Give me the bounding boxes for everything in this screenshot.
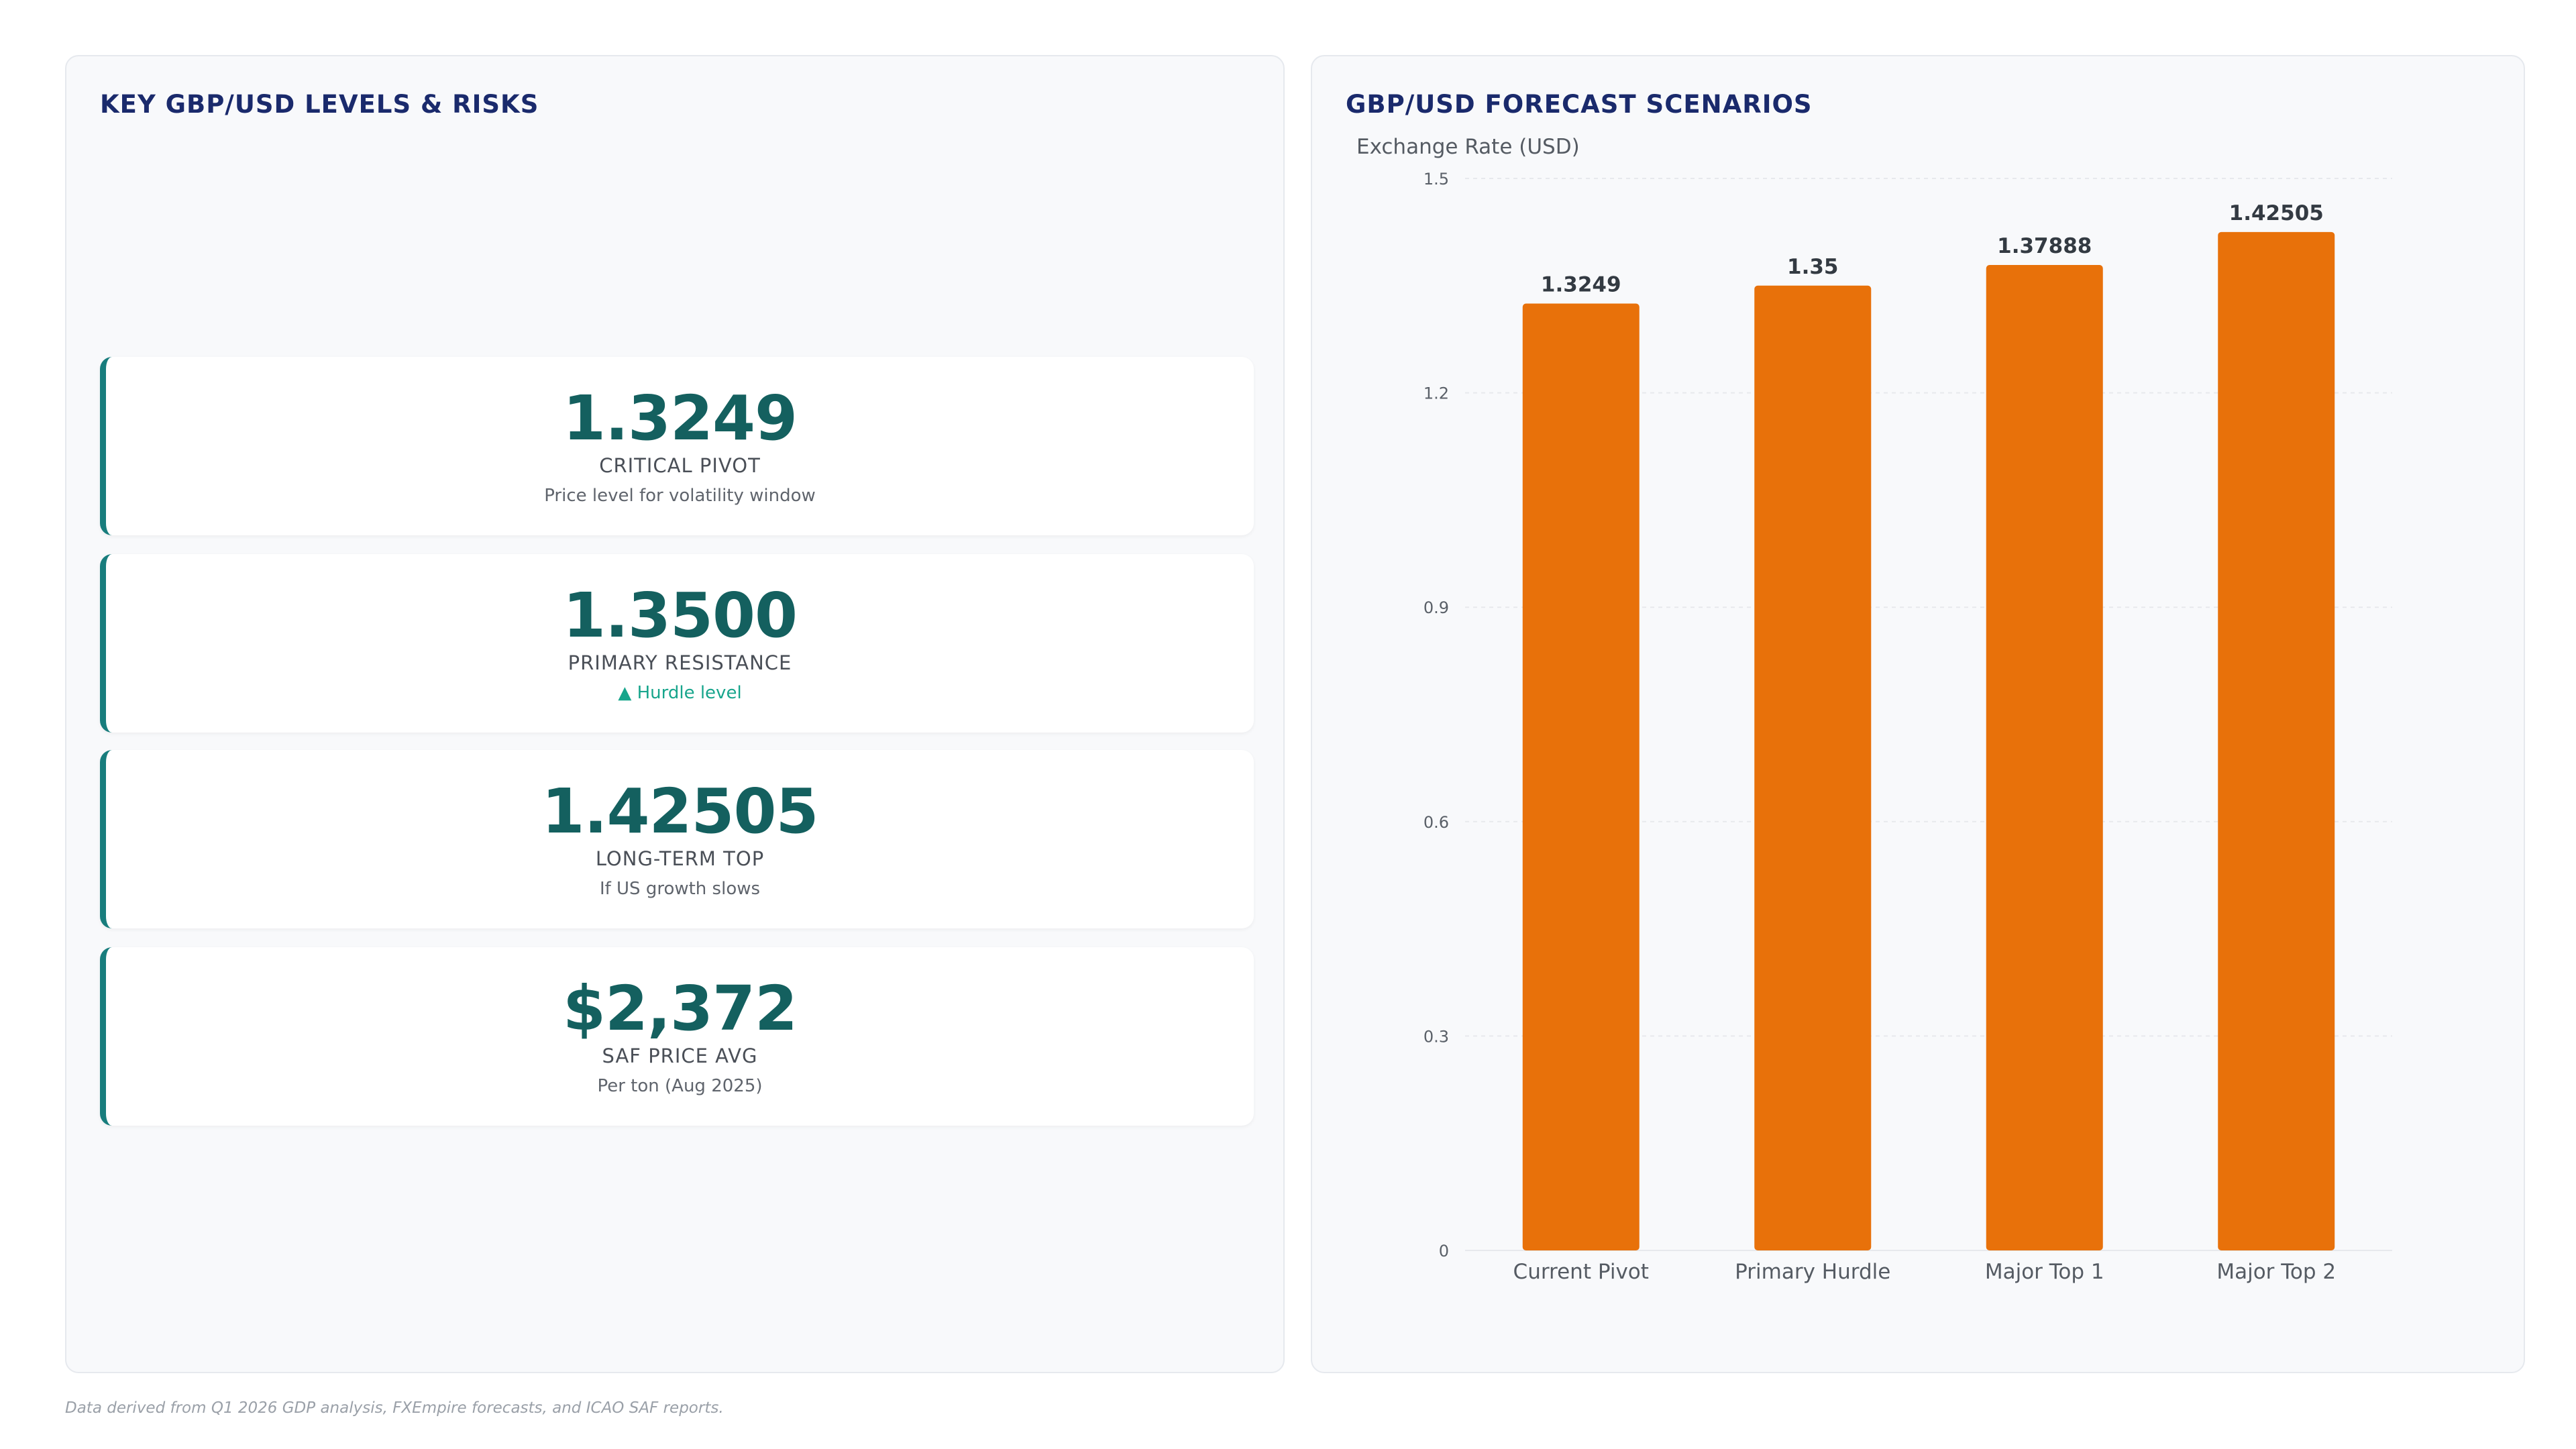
metric-value: $2,372 (562, 973, 798, 1044)
bar (1754, 285, 1872, 1250)
metric-card-long-term-top: 1.42505 LONG-TERM TOP If US growth slows (100, 750, 1254, 928)
y-tick-label: 0.3 (1424, 1027, 1449, 1046)
metric-sub: Price level for volatility window (544, 486, 816, 506)
y-tick-label: 1.5 (1424, 170, 1449, 189)
forecast-bar-chart: Exchange Rate (USD) 0 0.3 0.6 0.9 1.2 1.5 1.324… (1356, 135, 2392, 1284)
y-tick-label: 0 (1439, 1242, 1449, 1260)
metric-card-saf-price: $2,372 SAF PRICE AVG Per ton (Aug 2025) (100, 947, 1254, 1126)
key-levels-title: KEY GBP/USD LEVELS & RISKS (100, 90, 539, 119)
source-footnote: Data derived from Q1 2026 GDP analysis, … (65, 1399, 724, 1417)
x-tick-label: Primary Hurdle (1735, 1260, 1890, 1284)
y-tick-label: 0.9 (1424, 598, 1449, 617)
metric-sub: If US growth slows (599, 879, 761, 899)
metric-sub: Per ton (Aug 2025) (597, 1076, 763, 1096)
bar-value-label: 1.42505 (2229, 201, 2324, 225)
x-tick-label: Major Top 1 (1985, 1260, 2104, 1284)
bar-value-label: 1.35 (1787, 255, 1839, 279)
y-tick-label: 1.2 (1424, 384, 1449, 403)
metric-label: PRIMARY RESISTANCE (568, 651, 792, 674)
metric-label: SAF PRICE AVG (602, 1044, 758, 1067)
metric-label: LONG-TERM TOP (595, 847, 765, 870)
bar-value-label: 1.37888 (1997, 234, 2092, 258)
metric-card-primary-resistance: 1.3500 PRIMARY RESISTANCE ▲ Hurdle level (100, 554, 1254, 733)
x-tick-label: Major Top 2 (2216, 1260, 2336, 1284)
forecast-panel: GBP/USD FORECAST SCENARIOS Exchange Rate… (1311, 55, 2525, 1373)
metric-value: 1.42505 (541, 775, 818, 847)
metric-value: 1.3249 (562, 382, 798, 454)
x-tick-label: Current Pivot (1513, 1260, 1649, 1284)
metric-label: CRITICAL PIVOT (599, 454, 761, 477)
bar (1522, 303, 1640, 1251)
metric-value: 1.3500 (562, 580, 798, 651)
metric-sub-hurdle: ▲ Hurdle level (618, 683, 742, 703)
bar (1986, 265, 2103, 1250)
bar-value-label: 1.3249 (1541, 273, 1621, 297)
metric-card-critical-pivot: 1.3249 CRITICAL PIVOT Price level for vo… (100, 357, 1254, 535)
bar (2218, 231, 2335, 1251)
y-tick-label: 0.6 (1424, 813, 1449, 832)
key-levels-panel: KEY GBP/USD LEVELS & RISKS 1.3249 CRITIC… (65, 55, 1285, 1373)
forecast-title: GBP/USD FORECAST SCENARIOS (1346, 90, 1813, 119)
y-axis-label: Exchange Rate (USD) (1356, 135, 1580, 159)
